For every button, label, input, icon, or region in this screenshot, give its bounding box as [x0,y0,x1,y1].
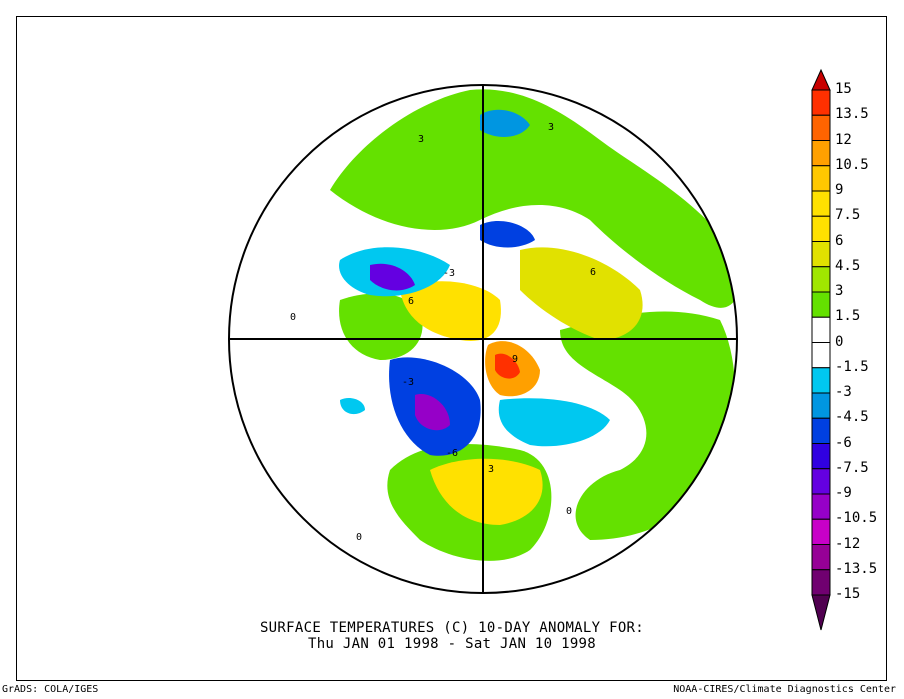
contour-label: -3 [443,268,455,279]
colorbar-swatch [811,89,831,116]
colorbar-label: 15 [835,81,852,97]
colorbar-label: -15 [835,586,861,602]
footer-grads-credit: GrADS: COLA/IGES [2,684,99,695]
colorbar [811,68,831,631]
colorbar-swatch [811,367,831,394]
colorbar-label: 6 [835,232,844,249]
field-yellow-siberia [520,247,643,340]
chart-title: SURFACE TEMPERATURES (C) 10-DAY ANOMALY … [259,620,645,636]
colorbar-swatch [811,468,831,495]
colorbar-swatch [811,518,831,545]
field-green-west [339,293,423,360]
colorbar-label: 9 [835,182,844,198]
contour-label: 0 [566,506,572,517]
colorbar-label: -1.5 [835,358,869,375]
colorbar-swatch [811,342,831,369]
colorbar-swatch [811,190,831,217]
colorbar-label: 12 [835,131,852,148]
colorbar-label: 10.5 [835,156,869,173]
colorbar-swatch [811,392,831,419]
field-purple-asia [370,263,415,291]
colorbar-label: -4.5 [835,409,869,426]
field-purple-canada [415,394,450,431]
date-range: Thu JAN 01 1998 - Sat JAN 10 1998 [307,636,597,652]
colorbar-swatch [811,165,831,192]
colorbar-swatch [811,266,831,293]
contour-label: 6 [408,296,414,307]
colorbar-swatch [811,493,831,520]
field-blue-arctic2 [480,220,535,248]
contour-label: 9 [512,354,518,365]
field-cyan-pacific [340,398,365,415]
field-blue-arctic [480,109,530,137]
colorbar-bottom-arrow [811,594,831,631]
colorbar-swatch [811,569,831,596]
colorbar-label: -13.5 [835,560,878,577]
colorbar-label: 0 [835,333,844,350]
contour-label: 3 [548,122,554,133]
colorbar-label: 4.5 [835,257,861,274]
field-cyan-atlantic [498,398,610,447]
colorbar-swatch [811,417,831,444]
colorbar-label: -10.5 [835,510,878,527]
colorbar-label: 7.5 [835,207,861,224]
contour-label: 0 [290,312,296,323]
colorbar-swatch [811,140,831,167]
colorbar-label: 1.5 [835,308,861,325]
field-green-north [330,89,737,308]
contour-label: 3 [418,134,424,145]
colorbar-swatch [811,114,831,141]
contour-label: 6 [590,267,596,278]
colorbar-label: 13.5 [835,106,869,123]
colorbar-label: -9 [835,485,852,501]
colorbar-swatch [811,316,831,343]
contour-label: 0 [356,532,362,543]
field-yellow-us [430,458,543,525]
footer-noaa-credit: NOAA-CIRES/Climate Diagnostics Center [673,684,896,695]
field-red-pole [495,353,520,379]
colorbar-label: -6 [835,434,852,451]
colorbar-label: -3 [835,384,852,400]
plot-frame [16,16,887,681]
colorbar-swatch [811,215,831,242]
contour-label: -6 [446,448,458,459]
contour-label: -3 [402,377,414,388]
colorbar-top-arrow [811,68,831,91]
colorbar-label: -7.5 [835,459,869,476]
colorbar-label: -12 [835,535,861,552]
contour-label: 3 [488,464,494,475]
colorbar-swatch [811,544,831,571]
colorbar-swatch [811,241,831,268]
anomaly-fields [330,89,737,561]
colorbar-swatch [811,291,831,318]
colorbar-label: 3 [835,283,844,299]
colorbar-swatch [811,443,831,470]
field-yellow-alaska [400,281,501,341]
contour-labels: 3 0 -3 6 -6 9 3 0 -3 6 3 0 [290,122,596,543]
